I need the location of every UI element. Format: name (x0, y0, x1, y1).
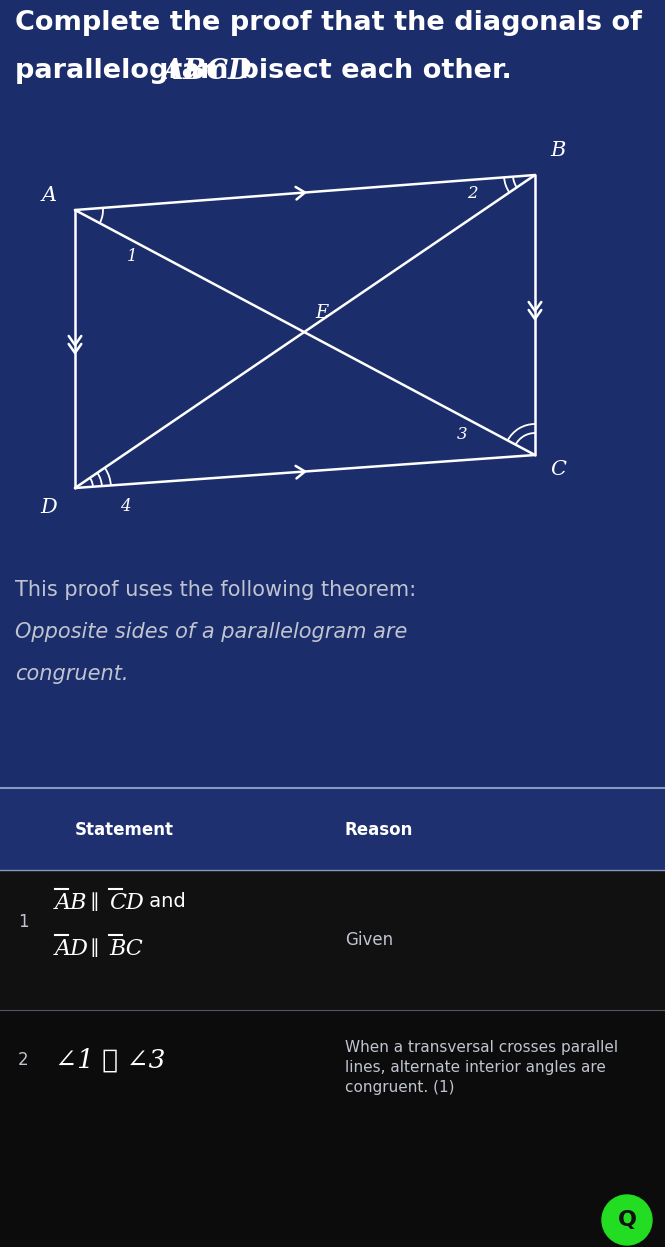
Text: 2: 2 (467, 185, 477, 202)
Text: ∥: ∥ (89, 892, 98, 912)
Bar (0, 1010, 665, 1247)
Text: parallelogram: parallelogram (15, 59, 238, 84)
Text: B: B (550, 141, 565, 160)
Text: congruent. (1): congruent. (1) (345, 1080, 454, 1095)
Text: ∠1 ≅ ∠3: ∠1 ≅ ∠3 (55, 1047, 166, 1072)
Text: BC: BC (109, 938, 143, 960)
Circle shape (602, 1195, 652, 1245)
Bar (0, 791, 665, 1247)
Text: This proof uses the following theorem:: This proof uses the following theorem: (15, 580, 416, 600)
Bar (0, 791, 665, 870)
Text: 1: 1 (18, 913, 29, 932)
Text: bisect each other.: bisect each other. (230, 59, 512, 84)
Text: Opposite sides of a parallelogram are: Opposite sides of a parallelogram are (15, 622, 408, 642)
Text: Q: Q (618, 1210, 636, 1230)
Text: E: E (315, 304, 328, 322)
Text: Reason: Reason (345, 821, 414, 839)
Text: ABCD: ABCD (162, 59, 251, 85)
Text: When a transversal crosses parallel: When a transversal crosses parallel (345, 1040, 618, 1055)
Text: CD: CD (109, 892, 144, 914)
Text: 3: 3 (457, 426, 467, 443)
Text: AB: AB (55, 892, 88, 914)
Text: Given: Given (345, 932, 393, 949)
Text: and: and (143, 892, 186, 912)
Text: ∥: ∥ (89, 938, 98, 956)
Text: Complete the proof that the diagonals of: Complete the proof that the diagonals of (15, 10, 642, 36)
Text: 4: 4 (120, 498, 130, 515)
Text: Statement: Statement (75, 821, 174, 839)
Text: congruent.: congruent. (15, 663, 128, 685)
Text: D: D (41, 498, 57, 518)
Text: AD: AD (55, 938, 89, 960)
Bar (0, 791, 665, 870)
Text: 1: 1 (127, 248, 138, 266)
Bar (0, 870, 665, 1010)
Text: 2: 2 (18, 1051, 29, 1069)
Text: A: A (42, 186, 57, 205)
Text: C: C (550, 460, 566, 479)
Text: lines, alternate interior angles are: lines, alternate interior angles are (345, 1060, 606, 1075)
